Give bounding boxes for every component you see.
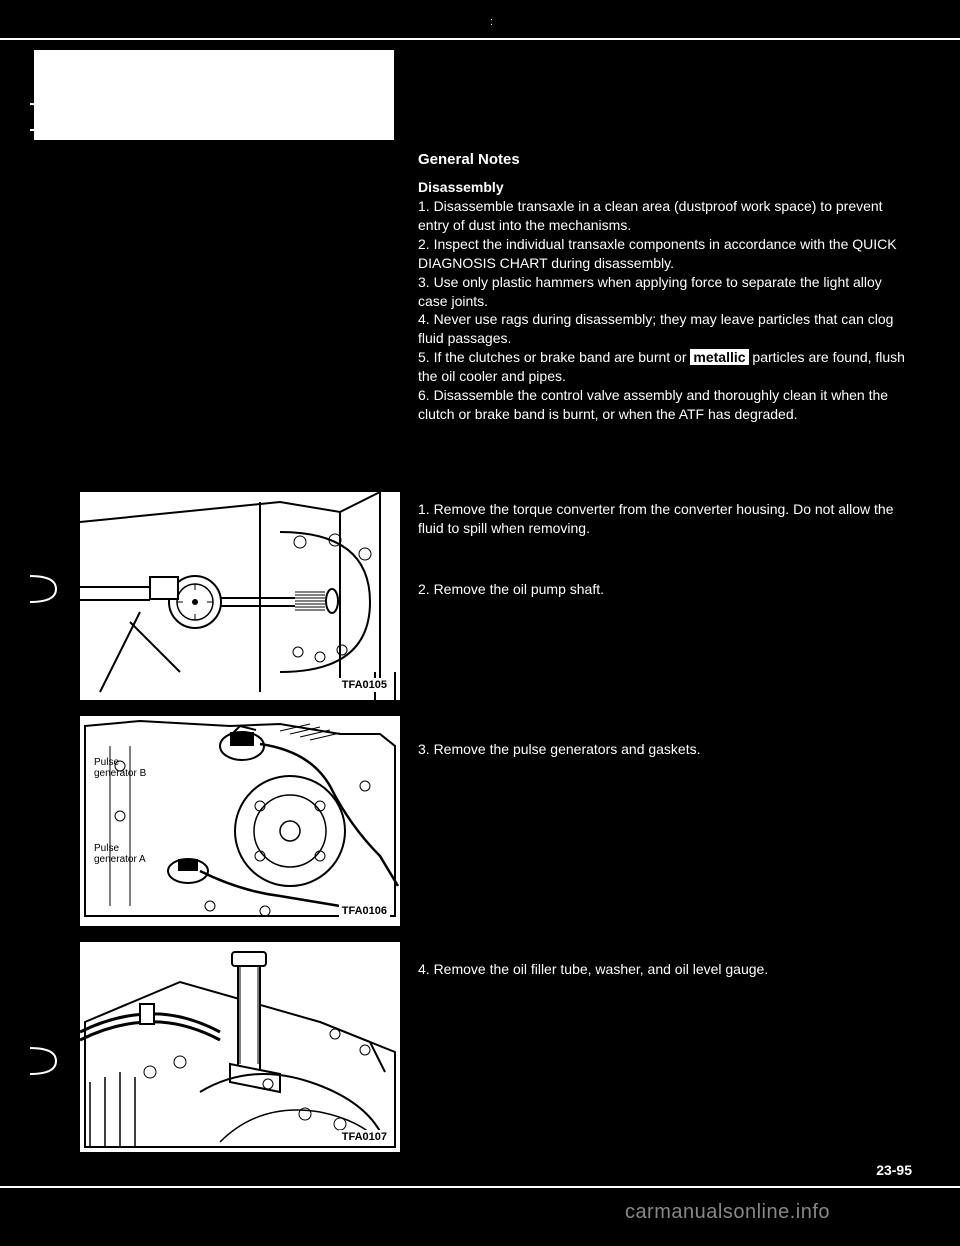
footer-rule bbox=[0, 1186, 960, 1188]
figure-2: Pulse generator B Pulse generator A TFA0… bbox=[78, 714, 398, 924]
binder-hole-icon bbox=[26, 1044, 60, 1078]
step-2-text: 2. Remove the oil pump shaft. bbox=[418, 581, 604, 597]
figure-1-label: TFA0105 bbox=[339, 678, 390, 692]
header-rule bbox=[0, 38, 960, 40]
page-number: 23-95 bbox=[876, 1162, 912, 1178]
watermark-text: carmanualsonline.info bbox=[625, 1201, 830, 1224]
callout-pulse-a: Pulse generator A bbox=[94, 844, 146, 865]
step-1-text: 1. Remove the torque converter from the … bbox=[418, 501, 893, 536]
section-title-box bbox=[34, 50, 394, 140]
step-4-text: 4. Remove the oil filler tube, washer, a… bbox=[418, 961, 768, 977]
body-text-block-1: General Notes Disassembly 1. Disassemble… bbox=[418, 150, 908, 424]
binder-hole-icon bbox=[26, 100, 60, 134]
figure-3-label: TFA0107 bbox=[339, 1130, 390, 1144]
highlighted-word: metallic bbox=[690, 349, 748, 365]
binder-hole-icon bbox=[26, 572, 60, 606]
body-text-block-5: 4. Remove the oil filler tube, washer, a… bbox=[418, 960, 908, 979]
figure-3: TFA0107 bbox=[78, 940, 398, 1150]
step-3-text: 3. Remove the pulse generators and gaske… bbox=[418, 741, 701, 757]
callout-pulse-b: Pulse generator B bbox=[94, 758, 146, 779]
header-marker: : bbox=[490, 16, 493, 28]
figure-2-label: TFA0106 bbox=[339, 904, 390, 918]
body-text-block-2: 1. Remove the torque converter from the … bbox=[418, 500, 908, 538]
body-text-block-3: 2. Remove the oil pump shaft. bbox=[418, 580, 908, 599]
figure-1: TFA0105 bbox=[78, 490, 398, 698]
body-text-block-4: 3. Remove the pulse generators and gaske… bbox=[418, 740, 908, 759]
